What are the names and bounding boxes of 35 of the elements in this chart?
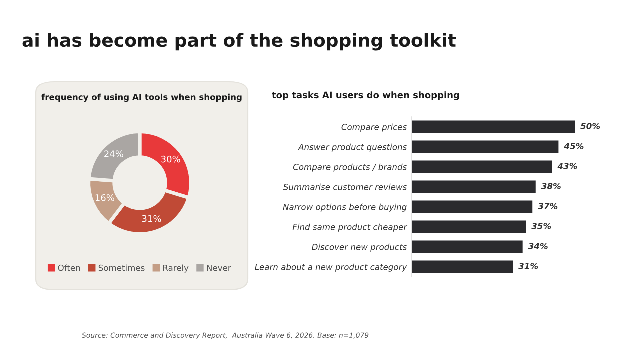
data-label: 50% (580, 123, 600, 130)
bar (412, 200, 533, 214)
legend-label: Sometimes (98, 264, 145, 272)
bar (412, 140, 559, 154)
bar (412, 220, 526, 234)
y-tick-label: Summarise customer reviews (283, 184, 407, 190)
data-label: 16% (96, 194, 114, 202)
y-tick-label: Find same product cheaper (292, 224, 408, 232)
data-label: 31% (518, 263, 538, 270)
y-tick-label: Answer product questions (298, 144, 407, 152)
data-label: 34% (528, 243, 548, 250)
data-label: 37% (538, 203, 558, 210)
bar (412, 120, 575, 134)
bar (412, 260, 514, 274)
legend-label: Rarely (163, 264, 189, 273)
data-label: 24% (104, 150, 124, 158)
data-label: 45% (564, 143, 584, 150)
bar (412, 160, 552, 174)
bar (412, 240, 523, 254)
chart-title: frequency of using AI tools when shopping (42, 94, 242, 102)
data-label: 35% (532, 223, 552, 230)
chart-title: top tasks AI users do when shopping (272, 92, 460, 100)
data-label: 31% (142, 215, 162, 222)
legend-label: Never (207, 264, 232, 272)
data-label: 30% (162, 156, 180, 163)
y-tick-label: Compare prices (342, 124, 407, 132)
text: ai has become part of the shopping toolkit (22, 33, 456, 51)
bar (412, 180, 536, 194)
y-tick-label: Compare products / brands (293, 164, 407, 172)
data-label: 38% (541, 183, 561, 190)
y-tick-label: Narrow options before buying (283, 204, 407, 212)
legend-label: Often (58, 264, 80, 272)
data-label: 43% (558, 163, 578, 170)
y-tick-label: Learn about a new product category (255, 264, 408, 272)
y-tick-label: Discover new products (312, 244, 407, 252)
